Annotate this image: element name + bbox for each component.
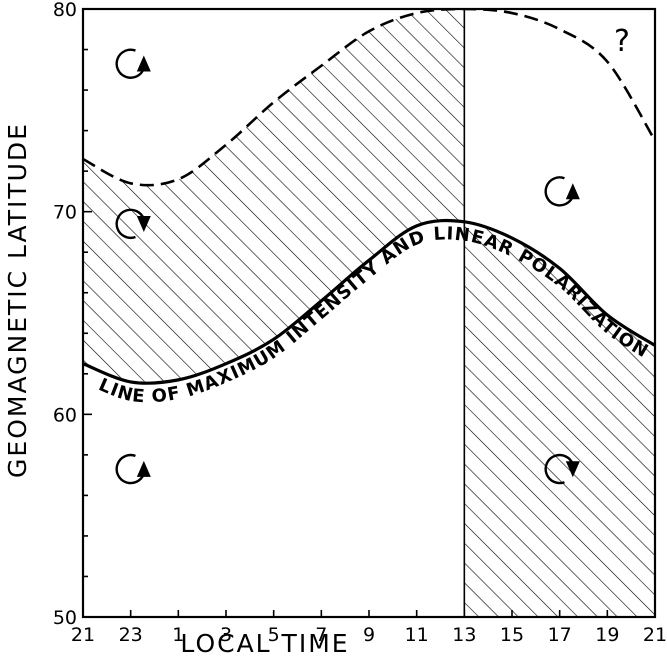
counterclockwise-rotation-icon [115, 48, 151, 79]
question-mark: ? [614, 24, 630, 59]
clockwise-rotation-icon [115, 208, 151, 239]
y-tick-label: 60 [53, 404, 77, 426]
maximum-intensity-line [83, 218, 655, 385]
counterclockwise-rotation-icon [115, 453, 151, 485]
x-tick-label: 17 [548, 624, 572, 646]
hatched-regions [83, 9, 655, 617]
hatched-region-left [83, 9, 465, 384]
x-tick-label: 21 [643, 624, 667, 646]
rotation-markers [115, 48, 580, 485]
x-tick-label: 11 [405, 624, 429, 646]
x-tick-label: 23 [119, 624, 143, 646]
dashed-boundary-line [83, 9, 655, 187]
x-tick-label: 21 [71, 624, 95, 646]
hatched-region-right [464, 221, 655, 617]
x-axis-title: LOCAL TIME [180, 629, 349, 658]
y-tick-label: 50 [53, 607, 77, 629]
clockwise-rotation-icon [544, 453, 580, 485]
x-tick-label: 19 [595, 624, 619, 646]
x-tick-label: 9 [363, 624, 375, 646]
curves [83, 9, 655, 385]
y-tick-label: 70 [53, 202, 77, 224]
x-tick-label: 3 [220, 624, 232, 646]
x-tick-label: 13 [452, 624, 476, 646]
x-tick-label: 15 [500, 624, 524, 646]
y-axis-title: GEOMAGNETIC LATITUDE [3, 122, 32, 478]
counterclockwise-rotation-icon [544, 176, 580, 207]
x-tick-label: 5 [268, 624, 280, 646]
x-tick-label: 7 [315, 624, 327, 646]
x-tick-label: 1 [172, 624, 184, 646]
y-axis-ticks: 50 60 70 80 [53, 0, 92, 629]
x-axis-ticks: 21 23 1 3 5 7 9 11 13 15 17 19 21 [71, 610, 667, 646]
y-tick-label: 80 [53, 0, 77, 21]
